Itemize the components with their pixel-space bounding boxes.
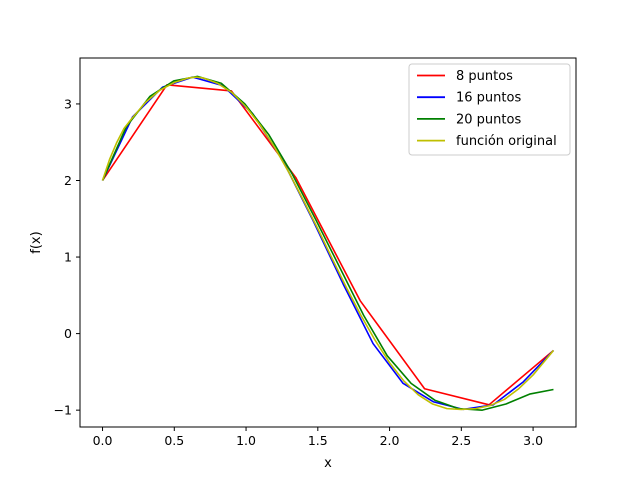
legend-label: función original [456, 134, 557, 149]
x-tick-label: 2.0 [380, 433, 400, 448]
x-axis: 0.0 0.5 1.0 1.5 2.0 2.5 3.0 [93, 427, 543, 448]
y-tick-label: 2 [64, 173, 72, 188]
legend-label: 8 puntos [456, 69, 513, 84]
y-tick-label: 3 [64, 96, 72, 111]
plot-frame [79, 57, 577, 428]
x-tick-label: 0.5 [164, 433, 184, 448]
y-axis: −1 0 1 2 3 [54, 96, 80, 418]
legend: 8 puntos 16 puntos 20 puntos función origin… [408, 63, 571, 156]
plot-lines [101, 75, 555, 411]
x-axis-label: x [324, 456, 332, 471]
x-tick-label: 3.0 [523, 433, 543, 448]
series-line-0 [101, 83, 554, 406]
y-axis-label: f(x) [29, 231, 44, 253]
legend-box [408, 63, 571, 156]
legend-label: 16 puntos [456, 91, 521, 106]
x-tick-label: 1.5 [308, 433, 328, 448]
x-tick-label: 0.0 [93, 433, 113, 448]
series-line-2 [101, 75, 554, 411]
series-line-3 [101, 76, 555, 411]
x-tick-label: 1.0 [236, 433, 256, 448]
legend-label: 20 puntos [456, 112, 521, 127]
y-tick-label: 1 [64, 250, 72, 265]
x-tick-label: 2.5 [451, 433, 471, 448]
y-tick-label: −1 [54, 403, 72, 418]
y-tick-label: 0 [64, 326, 72, 341]
